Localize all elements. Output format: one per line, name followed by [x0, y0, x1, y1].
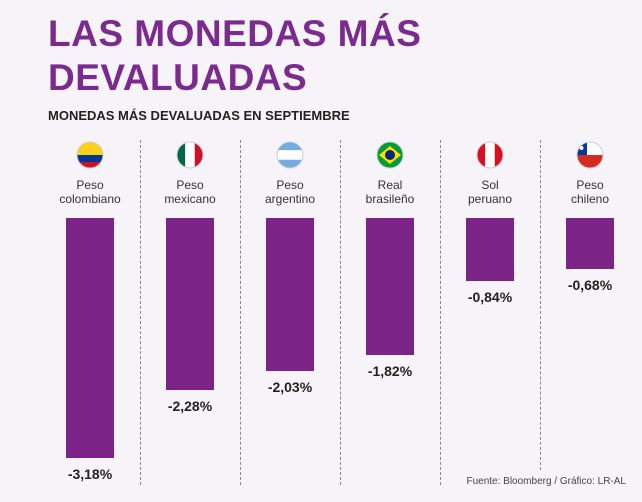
source-note: Fuente: Bloomberg / Gráfico: LR-AL: [466, 476, 626, 487]
separator: [340, 140, 341, 485]
bar: [266, 218, 314, 372]
flag-icon: [576, 141, 604, 169]
flag-icon: [76, 141, 104, 169]
category-label: Peso mexicano: [164, 178, 216, 206]
flag-icon: [376, 141, 404, 169]
category-label: Peso chileno: [570, 178, 610, 206]
bar: [166, 218, 214, 391]
category-label: Sol peruano: [467, 178, 513, 206]
chart-title: LAS MONEDAS MÁS DEVALUADAS: [48, 13, 422, 98]
value-label: -3,18%: [67, 466, 113, 482]
flag-icon: [476, 141, 504, 169]
separator: [240, 140, 241, 485]
value-label: -1,82%: [367, 363, 413, 380]
value-label: -0,68%: [567, 277, 613, 294]
separator: [140, 140, 141, 485]
separator: [540, 140, 541, 470]
chart-subtitle: MONEDAS MÁS DEVALUADAS EN SEPTIEMBRE: [48, 108, 350, 123]
separator: [440, 140, 441, 485]
bar: [566, 218, 614, 270]
bar: [466, 218, 514, 282]
category-label: Real brasileño: [365, 178, 415, 206]
flag-icon: [176, 141, 204, 169]
value-label: -2,03%: [267, 379, 313, 396]
category-label: Peso colombiano: [59, 178, 121, 206]
category-label: Peso argentino: [264, 178, 316, 206]
bar: [366, 218, 414, 356]
flag-icon: [276, 141, 304, 169]
bar: [66, 218, 114, 458]
value-label: -2,28%: [167, 398, 213, 415]
value-label: -0,84%: [467, 289, 513, 306]
